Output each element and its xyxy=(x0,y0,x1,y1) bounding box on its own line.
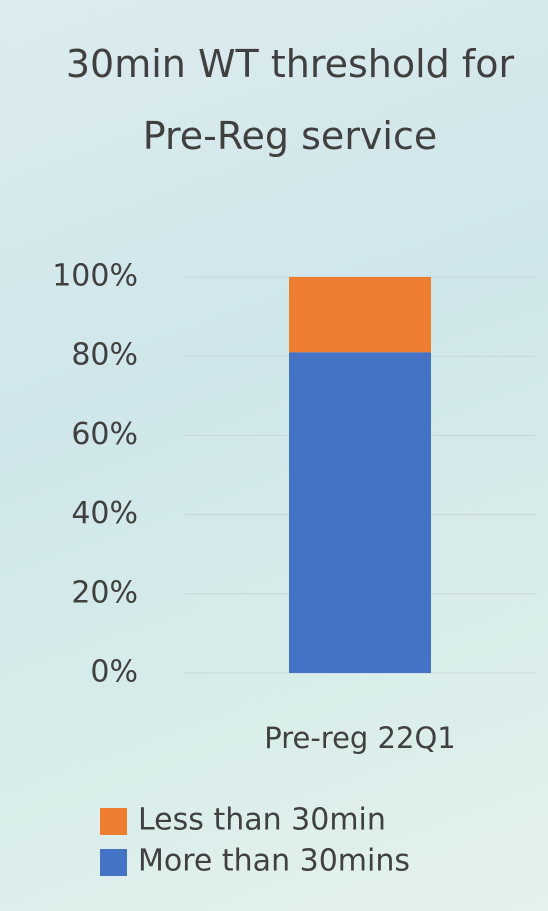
legend-swatch xyxy=(100,849,127,876)
x-tick-label: Pre-reg 22Q1 xyxy=(264,721,456,755)
legend-label: More than 30mins xyxy=(138,844,410,879)
y-tick-label: 60% xyxy=(71,417,138,452)
legend-swatch xyxy=(100,808,127,835)
y-tick-label: 80% xyxy=(71,338,138,373)
bar-segment xyxy=(289,277,431,352)
y-tick-label: 20% xyxy=(71,575,138,610)
y-tick-label: 0% xyxy=(90,655,138,690)
y-tick-label: 40% xyxy=(71,496,138,531)
bar-segment xyxy=(289,352,431,673)
legend-label: Less than 30min xyxy=(138,803,386,838)
page: 30min WT threshold for Pre-Reg service 0… xyxy=(0,0,548,911)
chart: 0% 20% 40% 60% 80% 100% Pre-reg 22Q1 Less than … xyxy=(0,0,548,911)
y-tick-label: 100% xyxy=(52,259,138,294)
